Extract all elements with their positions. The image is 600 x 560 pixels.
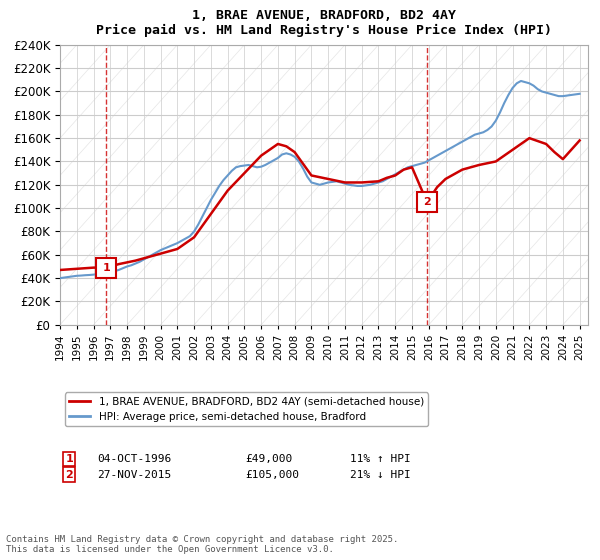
- Title: 1, BRAE AVENUE, BRADFORD, BD2 4AY
Price paid vs. HM Land Registry's House Price : 1, BRAE AVENUE, BRADFORD, BD2 4AY Price …: [96, 8, 552, 37]
- Text: 21% ↓ HPI: 21% ↓ HPI: [350, 470, 411, 479]
- Polygon shape: [60, 45, 110, 325]
- Polygon shape: [60, 45, 244, 325]
- Text: £105,000: £105,000: [245, 470, 299, 479]
- Text: 11% ↑ HPI: 11% ↑ HPI: [350, 454, 411, 464]
- Text: 2: 2: [65, 470, 73, 479]
- Text: 27-NOV-2015: 27-NOV-2015: [97, 470, 171, 479]
- Text: 1: 1: [65, 454, 73, 464]
- Text: £49,000: £49,000: [245, 454, 292, 464]
- Text: 04-OCT-1996: 04-OCT-1996: [97, 454, 171, 464]
- Text: 1: 1: [102, 263, 110, 273]
- Text: 2: 2: [423, 197, 431, 207]
- Legend: 1, BRAE AVENUE, BRADFORD, BD2 4AY (semi-detached house), HPI: Average price, sem: 1, BRAE AVENUE, BRADFORD, BD2 4AY (semi-…: [65, 393, 428, 426]
- Text: Contains HM Land Registry data © Crown copyright and database right 2025.
This d: Contains HM Land Registry data © Crown c…: [6, 535, 398, 554]
